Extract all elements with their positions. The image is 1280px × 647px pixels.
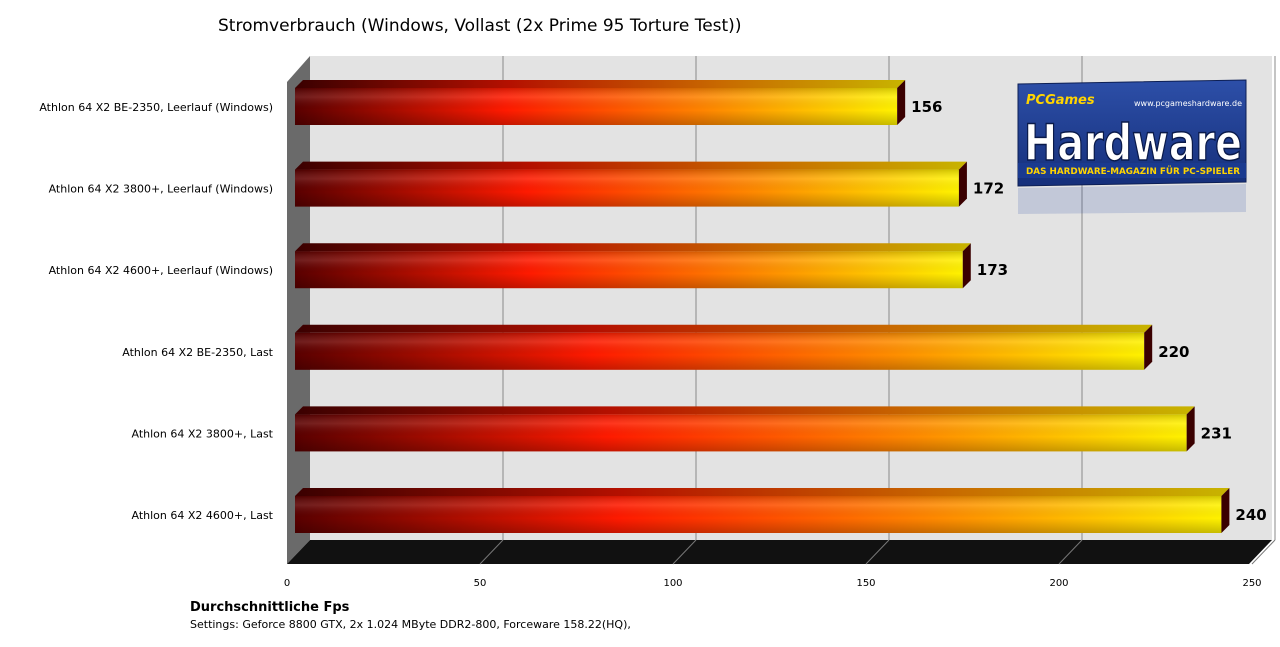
bar-top-face xyxy=(295,80,906,88)
bar xyxy=(295,243,971,289)
bar-shading xyxy=(295,414,1187,452)
value-labels: 156 172 173 220 231 240 xyxy=(911,98,1267,524)
bar-end-face xyxy=(962,243,971,289)
bar-end-face xyxy=(897,80,906,125)
x-axis-label: Durchschnittliche Fps xyxy=(190,600,350,615)
category-label: Athlon 64 X2 BE-2350, Last xyxy=(122,346,273,359)
category-label: Athlon 64 X2 3800+, Last xyxy=(131,427,273,440)
category-label: Athlon 64 X2 4600+, Last xyxy=(131,509,273,522)
bars xyxy=(295,80,1230,533)
bar xyxy=(295,161,967,207)
floor-gridline xyxy=(479,539,504,565)
bar-end-face xyxy=(1186,406,1195,452)
bar xyxy=(295,406,1195,452)
x-tick-label: 0 xyxy=(284,578,290,589)
x-tick-label: 100 xyxy=(663,578,682,589)
grid-lines xyxy=(479,56,1276,565)
logo-reflection xyxy=(1018,184,1246,214)
floor-gridline xyxy=(672,539,697,565)
chart-floor xyxy=(287,540,1272,564)
category-label: Athlon 64 X2 3800+, Leerlauf (Windows) xyxy=(49,183,273,196)
bar-end-face xyxy=(1221,488,1230,533)
value-label: 231 xyxy=(1201,424,1232,442)
bar xyxy=(295,324,1153,370)
logo-url: www.pcgameshardware.de xyxy=(1134,99,1242,108)
category-labels: Athlon 64 X2 BE-2350, Leerlauf (Windows)… xyxy=(39,101,273,522)
settings-subtitle: Settings: Geforce 8800 GTX, 2x 1.024 MBy… xyxy=(190,618,631,631)
bar-end-face xyxy=(958,161,967,207)
bar-top-face xyxy=(295,243,971,252)
bar-top-face xyxy=(295,324,1153,333)
logo-panel xyxy=(1017,79,1247,187)
value-label: 240 xyxy=(1235,506,1266,524)
value-label: 220 xyxy=(1158,343,1189,361)
bar-shading xyxy=(295,251,963,289)
x-tick-label: 200 xyxy=(1049,578,1068,589)
bar-shading xyxy=(295,88,898,125)
bar xyxy=(295,488,1230,533)
bar-shading xyxy=(295,169,959,207)
logo-word: Hardware xyxy=(1024,114,1242,172)
logo-tagline: DAS HARDWARE-MAGAZIN FÜR PC-SPIELER xyxy=(1026,166,1240,177)
category-label: Athlon 64 X2 4600+, Leerlauf (Windows) xyxy=(49,264,273,277)
left-wall xyxy=(287,56,310,564)
bar-shading xyxy=(295,332,1145,370)
logo-tagline-band xyxy=(1018,163,1246,178)
bar-top-face xyxy=(295,488,1230,496)
floor-gridline xyxy=(1058,539,1083,565)
category-label: Athlon 64 X2 BE-2350, Leerlauf (Windows) xyxy=(39,101,273,114)
logo-games: PCGames xyxy=(1026,93,1095,108)
x-tick-label: 250 xyxy=(1242,578,1261,589)
bar-shading xyxy=(295,496,1222,533)
x-axis-ticks: 0 50 100 150 200 250 xyxy=(284,578,1262,589)
floor-gridline xyxy=(865,539,890,565)
floor-gridline xyxy=(1251,539,1276,565)
x-tick-label: 150 xyxy=(856,578,875,589)
bar-end-face xyxy=(1144,324,1153,370)
bar xyxy=(295,80,906,125)
footer: Durchschnittliche Fps Settings: Geforce … xyxy=(190,600,631,631)
value-label: 172 xyxy=(973,180,1004,198)
x-tick-label: 50 xyxy=(474,578,487,589)
pcgh-logo: PCGames www.pcgameshardware.de Hardware … xyxy=(1017,79,1247,214)
bar-top-face xyxy=(295,161,967,170)
value-label: 156 xyxy=(911,98,942,116)
chart-title: Stromverbrauch (Windows, Vollast (2x Pri… xyxy=(218,16,742,36)
bar-top-face xyxy=(295,406,1195,415)
value-label: 173 xyxy=(977,261,1008,279)
